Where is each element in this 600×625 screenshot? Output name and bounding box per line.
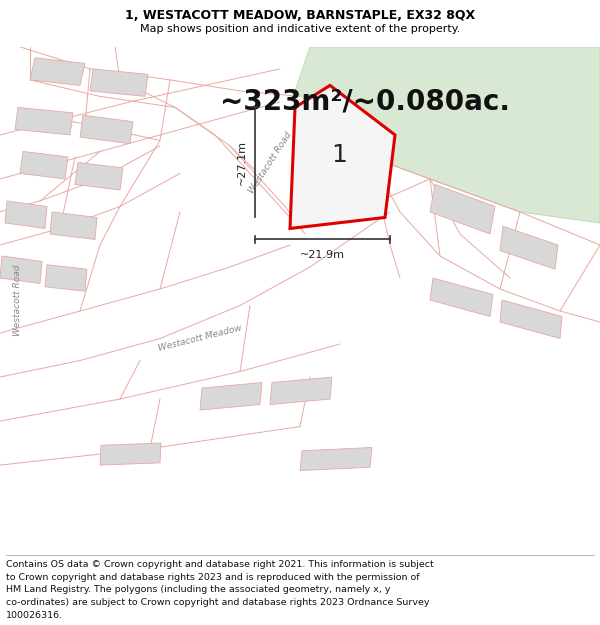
Polygon shape xyxy=(0,256,42,284)
Polygon shape xyxy=(5,201,47,229)
Text: to Crown copyright and database rights 2023 and is reproduced with the permissio: to Crown copyright and database rights 2… xyxy=(6,573,419,582)
Polygon shape xyxy=(290,86,395,229)
Polygon shape xyxy=(80,115,133,144)
Text: 1: 1 xyxy=(331,142,347,167)
Text: Map shows position and indicative extent of the property.: Map shows position and indicative extent… xyxy=(140,24,460,34)
Polygon shape xyxy=(430,184,495,234)
Polygon shape xyxy=(500,226,558,269)
Polygon shape xyxy=(295,47,600,223)
Polygon shape xyxy=(200,382,262,410)
Text: Westacott Meadow: Westacott Meadow xyxy=(157,324,243,353)
Polygon shape xyxy=(45,265,87,291)
Polygon shape xyxy=(90,69,148,96)
Polygon shape xyxy=(20,151,68,179)
Polygon shape xyxy=(430,278,493,316)
Text: 100026316.: 100026316. xyxy=(6,611,63,619)
Text: co-ordinates) are subject to Crown copyright and database rights 2023 Ordnance S: co-ordinates) are subject to Crown copyr… xyxy=(6,598,430,607)
Polygon shape xyxy=(15,107,73,135)
Polygon shape xyxy=(100,443,161,465)
Polygon shape xyxy=(500,300,562,339)
Text: HM Land Registry. The polygons (including the associated geometry, namely x, y: HM Land Registry. The polygons (includin… xyxy=(6,586,391,594)
Polygon shape xyxy=(300,448,372,471)
Polygon shape xyxy=(50,212,97,239)
Polygon shape xyxy=(30,58,85,86)
Polygon shape xyxy=(270,377,332,404)
Text: Contains OS data © Crown copyright and database right 2021. This information is : Contains OS data © Crown copyright and d… xyxy=(6,560,434,569)
Text: ~27.1m: ~27.1m xyxy=(237,140,247,185)
Polygon shape xyxy=(75,162,123,190)
Text: ~21.9m: ~21.9m xyxy=(300,251,345,261)
Text: Westacott Road: Westacott Road xyxy=(13,264,23,336)
Text: Westacott Road: Westacott Road xyxy=(247,130,293,195)
Text: 1, WESTACOTT MEADOW, BARNSTAPLE, EX32 8QX: 1, WESTACOTT MEADOW, BARNSTAPLE, EX32 8Q… xyxy=(125,9,475,22)
Text: ~323m²/~0.080ac.: ~323m²/~0.080ac. xyxy=(220,88,510,116)
